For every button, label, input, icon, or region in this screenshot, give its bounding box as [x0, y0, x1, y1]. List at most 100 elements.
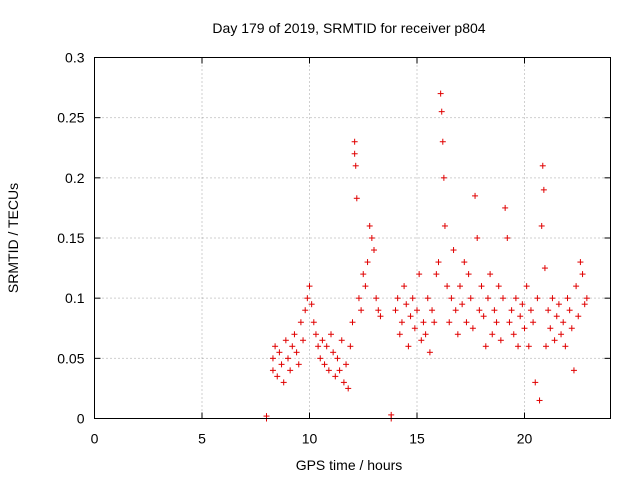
data-point [269, 355, 276, 362]
data-point [506, 319, 513, 326]
data-point [394, 295, 401, 302]
data-point [272, 343, 279, 350]
data-point [289, 343, 296, 350]
data-point [323, 343, 330, 350]
data-point [302, 307, 309, 314]
data-point [579, 271, 586, 278]
data-point [502, 204, 509, 211]
data-point [338, 337, 345, 344]
data-point [440, 174, 447, 181]
data-point [414, 307, 420, 314]
data-point [409, 295, 416, 302]
data-point [368, 235, 375, 241]
y-tick-label: 0 [77, 411, 85, 427]
data-point [308, 301, 315, 308]
data-point [564, 295, 571, 302]
data-point [371, 247, 377, 254]
data-point [465, 271, 472, 278]
data-point [319, 337, 326, 344]
data-point [555, 301, 562, 308]
data-point [403, 301, 410, 308]
data-point [463, 319, 470, 326]
data-point [362, 283, 369, 290]
data-point [269, 367, 276, 374]
data-point [487, 271, 494, 278]
data-point [424, 295, 431, 302]
data-point [401, 283, 408, 290]
data-point [570, 367, 577, 374]
data-point [568, 325, 575, 332]
data-point [515, 343, 522, 350]
data-point [474, 235, 481, 241]
data-point [452, 307, 459, 314]
grid [94, 57, 611, 419]
data-point [373, 295, 380, 302]
x-tick-label: 10 [302, 431, 318, 447]
data-point [538, 222, 545, 229]
data-point [495, 283, 502, 290]
data-point [330, 349, 337, 356]
data-point [426, 349, 433, 356]
data-point [360, 271, 367, 278]
data-point [287, 367, 294, 374]
data-point [437, 90, 444, 97]
data-point [491, 307, 498, 314]
data-point [517, 313, 524, 320]
data-point [293, 349, 300, 356]
data-point [407, 313, 414, 320]
data-point [472, 192, 479, 199]
data-point [558, 331, 565, 338]
data-point [396, 331, 403, 338]
y-tick-label: 0.2 [65, 170, 85, 186]
data-point [321, 361, 328, 368]
data-point [347, 343, 354, 350]
data-point [416, 271, 423, 278]
data-point [411, 325, 418, 332]
data-point [577, 259, 584, 266]
data-point [581, 301, 588, 308]
data-point [446, 319, 453, 326]
data-point [480, 313, 487, 320]
data-point [282, 337, 289, 344]
x-tick-label: 0 [91, 431, 99, 447]
data-point [343, 361, 350, 368]
data-point [433, 271, 440, 278]
data-point [454, 331, 461, 338]
data-point [504, 235, 511, 241]
y-tick-label: 0.15 [57, 230, 84, 246]
data-point [523, 283, 530, 290]
data-point [325, 367, 332, 374]
data-point [328, 331, 334, 338]
data-point [297, 319, 304, 326]
data-point [478, 283, 485, 290]
data-point [525, 343, 532, 350]
data-point [355, 295, 362, 302]
data-point [285, 355, 291, 362]
y-tick-label: 0.3 [65, 50, 85, 66]
data-point [545, 307, 552, 314]
data-point [300, 337, 307, 344]
data-point [377, 313, 384, 320]
data-point [448, 295, 455, 302]
data-point [519, 301, 526, 308]
data-point [484, 295, 491, 302]
data-point [536, 397, 543, 404]
data-point [562, 343, 569, 350]
data-point [274, 373, 281, 380]
data-point [583, 295, 590, 302]
y-tick-label: 0.1 [65, 290, 85, 306]
data-point [375, 307, 382, 314]
data-point [306, 283, 313, 290]
data-point [280, 379, 287, 386]
data-point [512, 295, 519, 302]
data-point [541, 265, 548, 272]
data-point [549, 295, 556, 302]
data-point [566, 307, 573, 314]
data-point [573, 283, 580, 290]
data-point [560, 319, 567, 326]
data-point [353, 195, 360, 202]
data-point [418, 337, 425, 344]
data-point [349, 319, 356, 326]
data-point [364, 259, 371, 266]
